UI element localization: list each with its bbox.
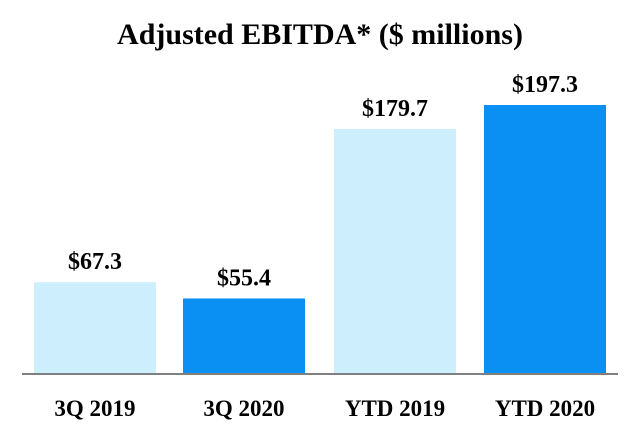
x-tick-labels: 3Q 2019 3Q 2020 YTD 2019 YTD 2020 [54,396,595,421]
x-tick-label-2: 3Q 2020 [203,396,284,421]
bar-2 [183,298,305,374]
x-tick-label-1: 3Q 2019 [54,396,135,421]
bar-1 [34,282,156,374]
bar-3 [334,128,456,374]
chart-title: Adjusted EBITDA* ($ millions) [117,18,523,51]
bars-group: $67.3 $55.4 $179.7 $197.3 [34,72,606,374]
data-label-4: $197.3 [512,72,578,98]
data-label-2: $55.4 [217,265,271,291]
bar-4 [484,105,606,374]
data-label-1: $67.3 [68,249,122,275]
x-tick-label-3: YTD 2019 [345,396,445,421]
x-tick-label-4: YTD 2020 [495,396,595,421]
data-label-3: $179.7 [362,96,428,122]
